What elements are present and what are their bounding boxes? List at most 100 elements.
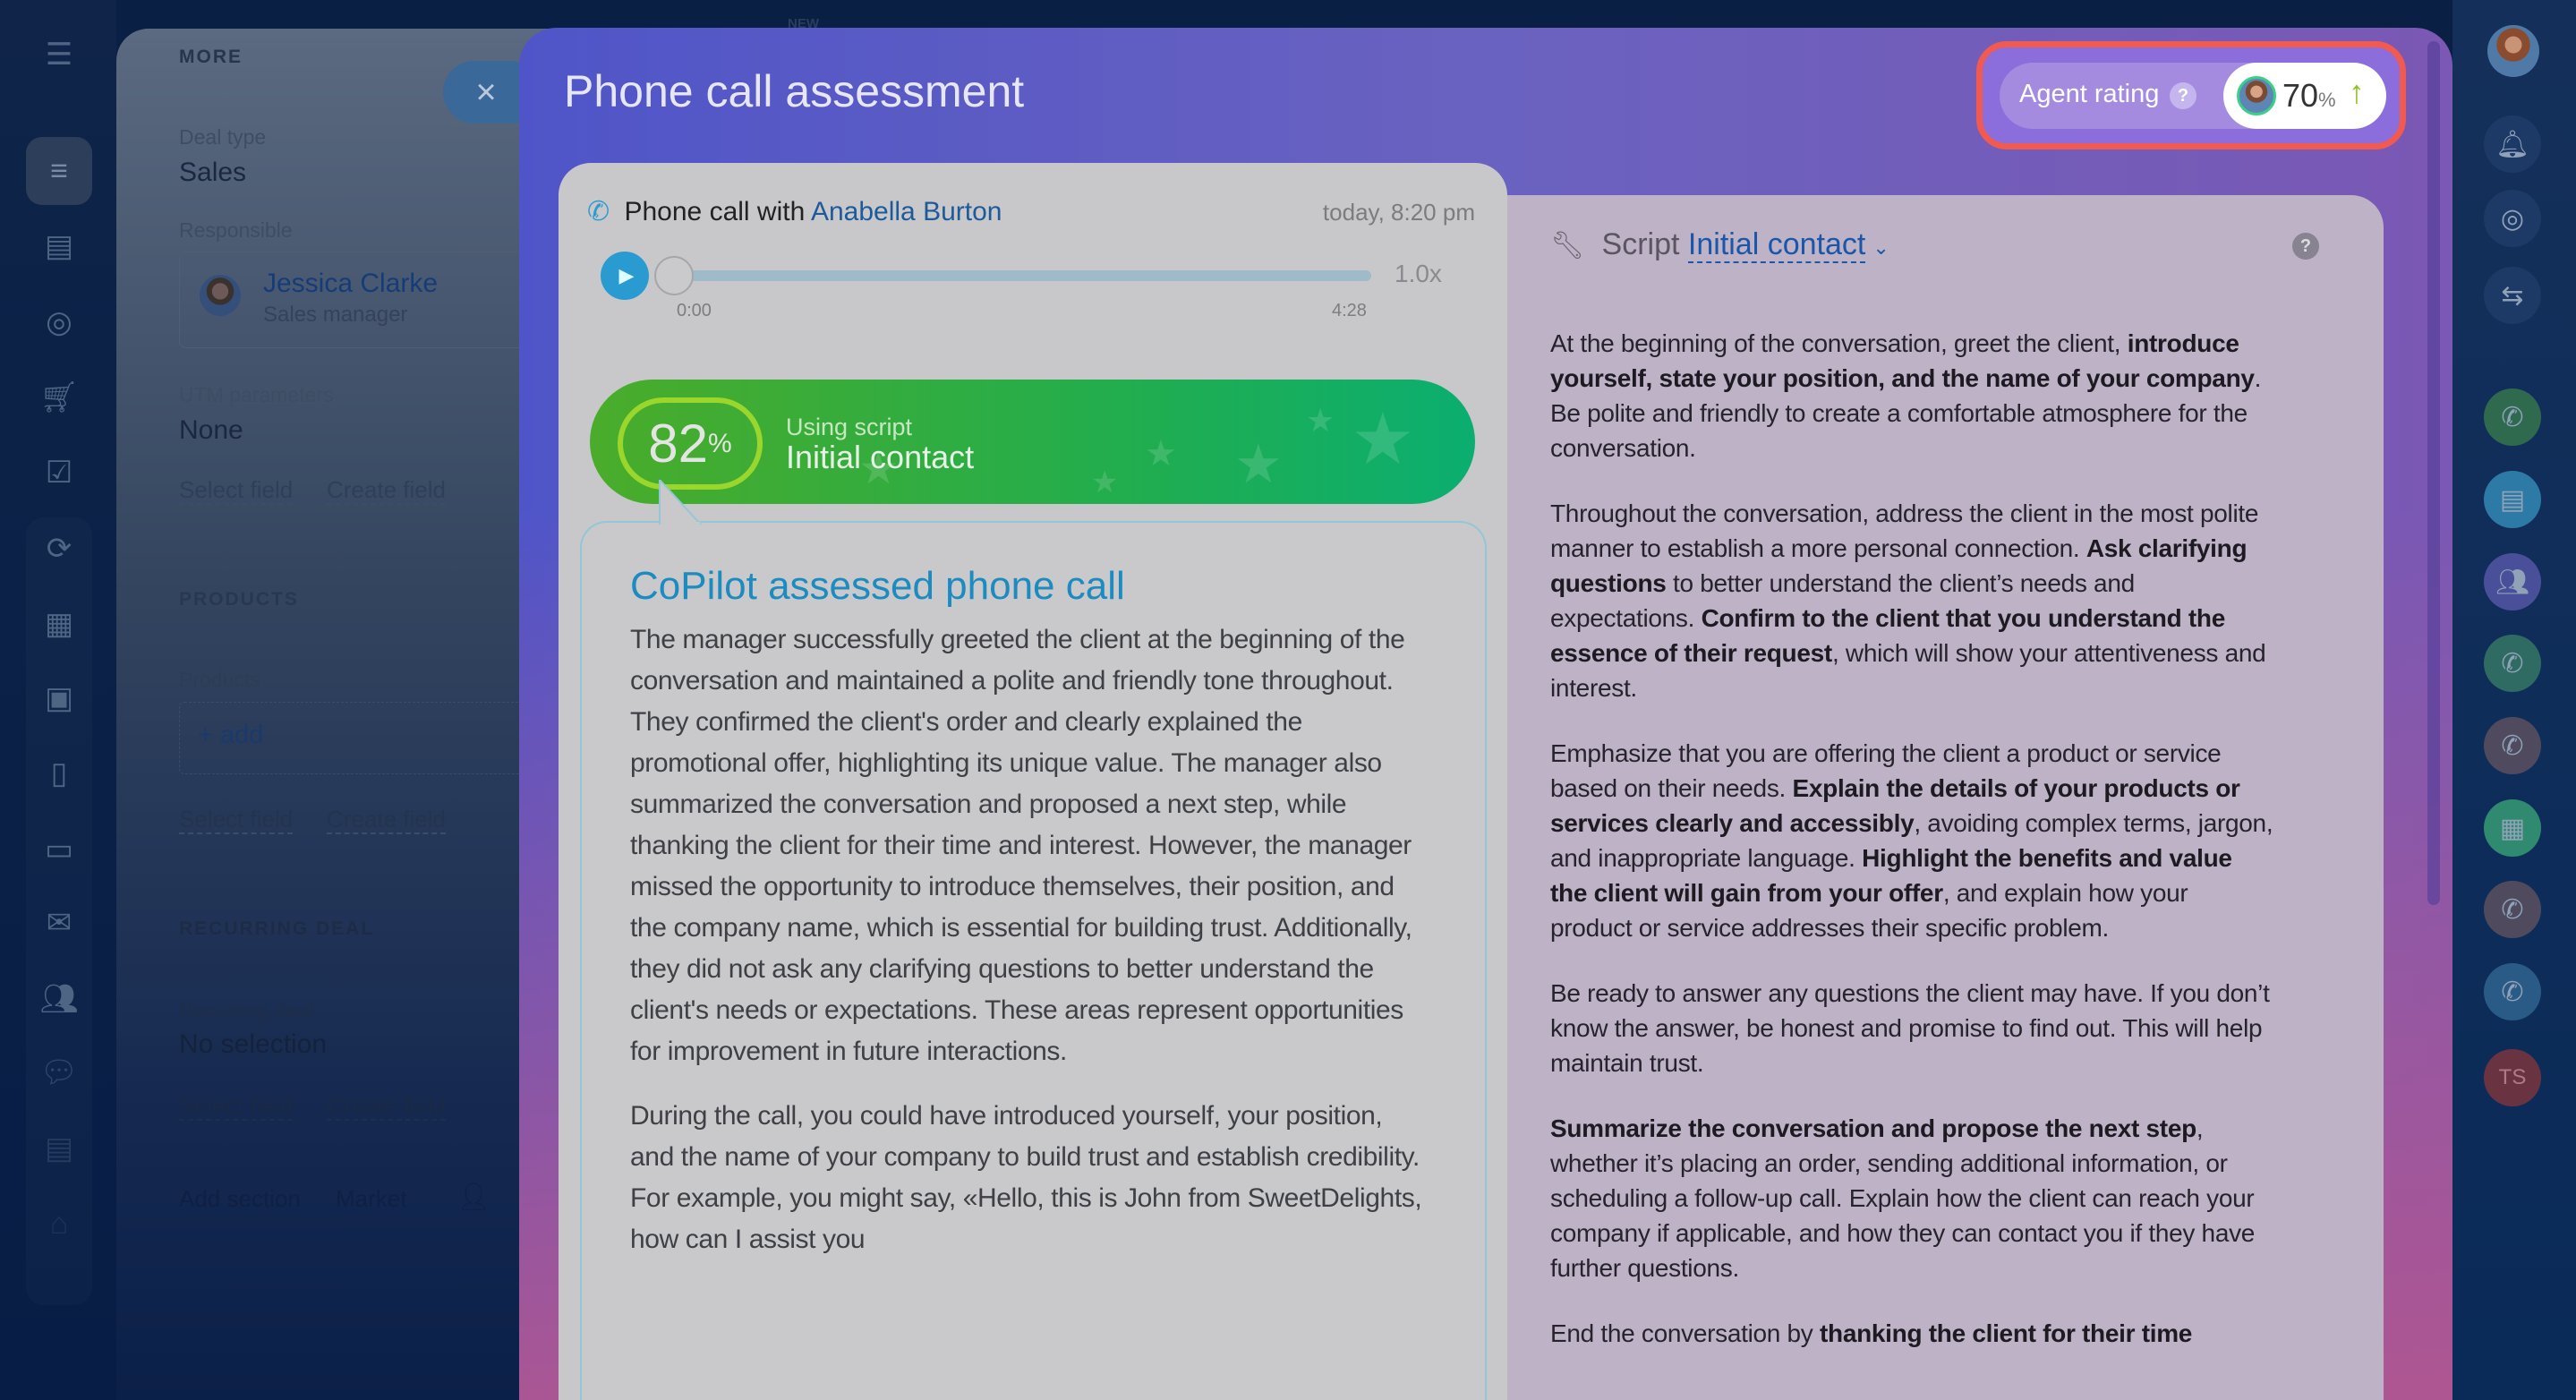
phone-icon[interactable]: ✆	[2484, 717, 2541, 774]
select-field-link[interactable]: Select field	[179, 806, 294, 834]
user-initials-avatar[interactable]: TS	[2484, 1049, 2541, 1106]
calendar-icon[interactable]: ▣	[44, 681, 74, 715]
recurring-label: Recurring deal	[179, 999, 313, 1022]
scrollbar[interactable]	[2427, 41, 2440, 905]
copilot-assessment: CoPilot assessed phone call The manager …	[580, 480, 1487, 1400]
script-segment: to better understand the client’s needs …	[1550, 569, 2135, 632]
help-icon[interactable]: ?	[2292, 233, 2319, 260]
script-segment: Throughout the conversation, address the…	[1550, 499, 2259, 562]
arrow-up-icon: ↑	[2349, 73, 2365, 110]
phone-call-assessment-modal: Phone call assessment Agent rating ? 70%…	[519, 28, 2452, 1400]
create-field-link[interactable]: Create field	[327, 476, 446, 505]
utm-label: UTM parameters	[179, 383, 334, 406]
market-link[interactable]: Market	[336, 1185, 407, 1214]
script-segment: Emphasize that you are offering the clie…	[1550, 739, 2222, 802]
file-icon[interactable]: ▯	[50, 756, 68, 790]
user-settings-icon[interactable]: 👤︎	[456, 1182, 491, 1212]
script-score-banner: ★ ★ ★ ★ ★ ★ 82% Using script Initial con…	[590, 380, 1475, 504]
agent-avatar	[2237, 76, 2276, 115]
wrench-icon: 🔧︎	[1550, 231, 1585, 260]
assessment-title: CoPilot assessed phone call	[630, 564, 1125, 608]
script-emphasis: Highlight the benefits and value the cli…	[1550, 844, 2232, 907]
script-emphasis: Ask clarifying questions	[1550, 534, 2248, 597]
chat-transfer-icon[interactable]: ⇆	[2484, 267, 2541, 324]
agent-rating-label: Agent rating	[2019, 80, 2160, 108]
select-field-link[interactable]: Select field	[179, 476, 294, 505]
star-icon: ★	[1091, 465, 1119, 499]
target-icon[interactable]: ◎	[46, 305, 73, 339]
id-card-icon[interactable]: ▤	[44, 1131, 74, 1165]
script-paragraph: End the conversation by thanking the cli…	[1550, 1316, 2275, 1351]
deal-type-value[interactable]: Sales	[179, 158, 247, 187]
news-icon[interactable]: ▦	[2484, 799, 2541, 857]
assessment-paragraph: During the call, you could have introduc…	[630, 1101, 1422, 1254]
script-segment: . Be polite and friendly to create a com…	[1550, 364, 2262, 462]
messages-icon[interactable]: ▤	[2484, 471, 2541, 528]
agent-rating-value[interactable]: 70% ↑	[2223, 63, 2386, 129]
robot-icon[interactable]: ⌂	[49, 1206, 69, 1241]
products-label: Products	[179, 668, 260, 691]
store-icon[interactable]: ▤	[44, 229, 74, 263]
funnel-icon[interactable]: ≡	[26, 137, 92, 205]
utm-value: None	[179, 415, 243, 445]
score-subtitle: Using script	[786, 414, 913, 440]
playback-speed[interactable]: 1.0x	[1395, 260, 1442, 287]
call-prefix: Phone call with	[624, 197, 806, 226]
left-navigation: ☰ ≡ ▤ ◎ 🛒︎ ☑ ⟳ ▦ ▣ ▯ ▭ ✉ 👥︎ 💬︎ ▤ ⌂	[0, 0, 116, 1400]
modal-title: Phone call assessment	[564, 66, 1025, 116]
workflow-icon[interactable]: ⟳	[46, 532, 73, 566]
script-card: 🔧︎ Script Initial contact ⌄ ? At the begi…	[1507, 195, 2384, 1400]
create-field-link[interactable]: Create field	[327, 806, 446, 834]
audio-progress-handle[interactable]	[654, 256, 694, 295]
script-emphasis: thanking the client for their time	[1820, 1319, 2193, 1347]
script-selector[interactable]: Initial contact	[1687, 227, 1866, 263]
agent-rating[interactable]: Agent rating ? 70% ↑	[2000, 63, 2386, 129]
phone-icon[interactable]: ✆	[2484, 635, 2541, 692]
script-text: At the beginning of the conversation, gr…	[1550, 326, 2275, 1351]
documents-icon[interactable]: ▦	[44, 607, 74, 641]
bubble-tail	[659, 480, 703, 525]
create-field-link[interactable]: Create field	[327, 1092, 446, 1121]
responsible-label: Responsible	[179, 218, 293, 242]
responsible-card[interactable]: Jessica Clarke Sales manager	[179, 252, 582, 348]
copilot-icon[interactable]: ◎	[2484, 190, 2541, 247]
phone-icon[interactable]: ✆	[2484, 963, 2541, 1020]
card-icon[interactable]: ▭	[44, 832, 74, 866]
script-paragraph: At the beginning of the conversation, gr…	[1550, 326, 2275, 465]
score-badge: 82%	[618, 397, 763, 490]
star-icon: ★	[1145, 434, 1177, 474]
group-icon[interactable]: 👥︎	[2484, 553, 2541, 610]
score-unit: %	[708, 428, 732, 458]
script-paragraph: Be ready to answer any questions the cli…	[1550, 976, 2275, 1080]
phone-icon[interactable]: ✆	[2484, 881, 2541, 938]
new-badge: NEW	[788, 16, 819, 31]
phone-icon[interactable]: ✆	[2484, 388, 2541, 446]
select-field-link[interactable]: Select field	[179, 1092, 294, 1121]
chat-icon[interactable]: 💬︎	[39, 1055, 79, 1089]
user-avatar[interactable]	[2487, 25, 2539, 77]
bell-icon[interactable]: 🔔︎	[2484, 115, 2541, 173]
script-emphasis: Confirm to the client that you understan…	[1550, 604, 2225, 667]
play-button[interactable]: ▶	[601, 252, 649, 300]
menu-icon[interactable]: ☰	[45, 38, 73, 72]
cart-icon[interactable]: 🛒︎	[39, 380, 79, 414]
script-paragraph: Summarize the conversation and propose t…	[1550, 1111, 2275, 1285]
recurring-header: RECURRING DEAL	[179, 918, 375, 939]
responsible-name[interactable]: Jessica Clarke	[263, 269, 439, 298]
audio-progress-track[interactable]	[675, 270, 1371, 281]
assessment-paragraph: The manager successfully greeted the cli…	[630, 625, 1412, 1066]
help-icon[interactable]: ?	[2170, 82, 2196, 109]
mail-icon[interactable]: ✉	[46, 906, 73, 940]
duration: 4:28	[1332, 301, 1367, 320]
avatar	[200, 275, 241, 316]
contacts-icon[interactable]: 👥︎	[39, 982, 79, 1016]
add-section-link[interactable]: Add section	[179, 1185, 301, 1214]
products-header: PRODUCTS	[179, 589, 299, 610]
script-paragraph: Throughout the conversation, address the…	[1550, 496, 2275, 705]
checkbox-icon[interactable]: ☑	[45, 456, 73, 490]
contact-link[interactable]: Anabella Burton	[810, 197, 1002, 226]
chevron-down-icon[interactable]: ⌄	[1872, 236, 1889, 259]
call-header: ✆ Phone call with Anabella Burton	[587, 196, 1002, 227]
responsible-role: Sales manager	[263, 303, 408, 327]
recurring-value[interactable]: No selection	[179, 1029, 328, 1059]
